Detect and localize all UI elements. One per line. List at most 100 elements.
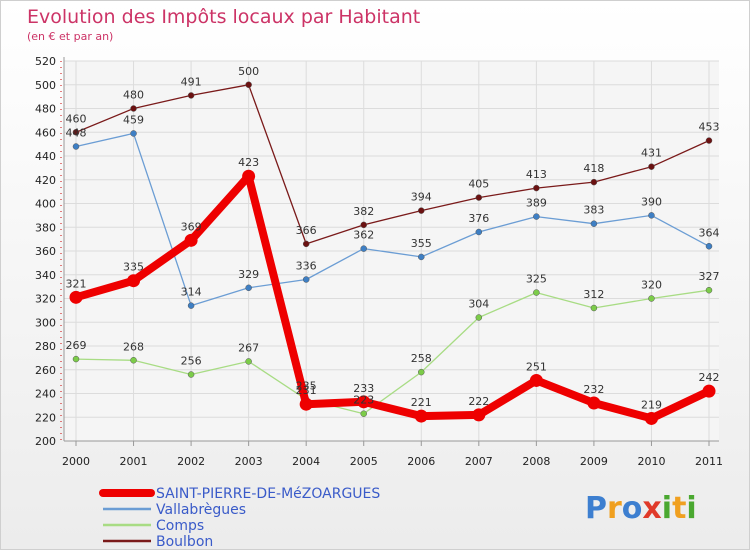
data-label: 376	[468, 212, 489, 225]
data-label: 448	[66, 127, 87, 140]
data-label: 235	[296, 379, 317, 392]
data-point	[72, 143, 80, 150]
data-point	[357, 395, 371, 409]
data-label: 390	[641, 195, 662, 208]
y-tick-label: 440	[35, 150, 56, 163]
data-label: 369	[181, 220, 202, 233]
data-point	[72, 129, 80, 136]
series-line	[75, 289, 710, 415]
x-tick-label: 2002	[177, 455, 205, 468]
data-label: 383	[583, 204, 604, 217]
legend-label: Boulbon	[156, 534, 213, 550]
y-tick-label: 460	[35, 126, 56, 139]
y-tick-label: 380	[35, 221, 56, 234]
data-label: 256	[181, 355, 202, 368]
data-point	[360, 221, 367, 229]
data-point	[418, 368, 425, 376]
data-point	[475, 228, 483, 236]
x-tick-label: 2009	[580, 455, 608, 468]
legend: SAINT-PIERRE-DE-MéZOARGUESVallabrèguesCo…	[99, 486, 380, 550]
data-label: 268	[123, 340, 144, 353]
x-tick-label: 2006	[407, 455, 435, 468]
data-point	[418, 207, 425, 214]
data-point	[705, 243, 713, 250]
y-tick-label: 320	[35, 293, 56, 306]
data-label: 219	[641, 398, 662, 411]
data-label: 431	[641, 147, 662, 160]
data-label: 382	[353, 205, 374, 218]
data-label: 423	[238, 156, 259, 169]
data-label: 418	[583, 162, 604, 175]
chart-title: Evolution des Impôts locaux par Habitant	[27, 6, 420, 28]
y-tick-label: 400	[35, 198, 56, 211]
data-point	[130, 105, 137, 112]
x-tick-label: 2008	[522, 455, 550, 468]
data-point	[648, 163, 655, 170]
x-tick-label: 2001	[120, 455, 148, 468]
data-label: 221	[411, 396, 432, 409]
data-point	[705, 286, 713, 294]
data-label: 500	[238, 65, 259, 78]
data-label: 304	[468, 298, 489, 311]
data-label: 389	[526, 197, 547, 210]
legend-label: SAINT-PIERRE-DE-MéZOARGUES	[156, 486, 380, 502]
data-point	[533, 184, 540, 192]
data-point	[245, 358, 252, 365]
axes: 200 220 240 260 280 300 320 340 360 380 400 420 440 4…	[35, 55, 723, 468]
data-point	[299, 397, 313, 411]
data-point	[414, 409, 428, 423]
data-point	[475, 194, 483, 201]
data-point	[302, 276, 310, 283]
data-label: 258	[411, 352, 432, 365]
x-tick-label: 2004	[292, 455, 320, 468]
data-point	[533, 289, 540, 296]
legend-label: Comps	[156, 518, 204, 534]
x-tick-label: 2010	[637, 455, 665, 468]
data-point	[245, 81, 252, 88]
y-tick-label: 420	[35, 174, 56, 187]
x-tick-label: 2007	[465, 455, 493, 468]
data-label: 320	[641, 279, 662, 292]
y-tick-label: 240	[35, 388, 56, 401]
data-point	[187, 92, 195, 99]
logo-letter: o	[622, 491, 643, 526]
data-label: 223	[353, 394, 374, 407]
data-point	[705, 137, 713, 144]
data-point	[472, 408, 486, 422]
y-tick-label: 480	[35, 103, 56, 116]
data-label: 335	[123, 261, 144, 274]
x-tick-label: 2003	[235, 455, 263, 468]
data-point	[587, 396, 601, 410]
data-point	[418, 253, 425, 261]
x-tick-label: 2011	[695, 455, 723, 468]
data-point	[242, 169, 256, 183]
data-point	[590, 304, 598, 312]
data-point	[648, 212, 655, 219]
data-label: 251	[526, 360, 547, 373]
data-point	[529, 373, 543, 387]
data-label: 242	[699, 371, 720, 384]
data-label: 267	[238, 341, 259, 354]
data-point	[360, 410, 367, 417]
data-point	[302, 240, 310, 248]
logo-letter: r	[607, 491, 622, 526]
data-label: 355	[411, 237, 432, 250]
data-label: 327	[699, 270, 720, 283]
data-label: 362	[353, 229, 374, 242]
data-point	[130, 357, 137, 364]
data-point	[533, 213, 540, 220]
data-labels: 460 480 491 500 366 382 394 405 413 418 431 453 448 4…	[66, 65, 720, 412]
chart-subtitle: (en € et par an)	[27, 30, 113, 43]
data-label: 366	[296, 224, 317, 237]
data-label: 405	[468, 178, 489, 191]
data-point	[127, 274, 141, 288]
data-label: 364	[699, 226, 720, 239]
y-tick-label: 300	[35, 316, 56, 329]
data-point	[644, 411, 658, 425]
data-point	[187, 371, 195, 378]
y-tick-label: 260	[35, 364, 56, 377]
data-label: 329	[238, 268, 259, 281]
y-tick-label: 520	[35, 55, 56, 68]
